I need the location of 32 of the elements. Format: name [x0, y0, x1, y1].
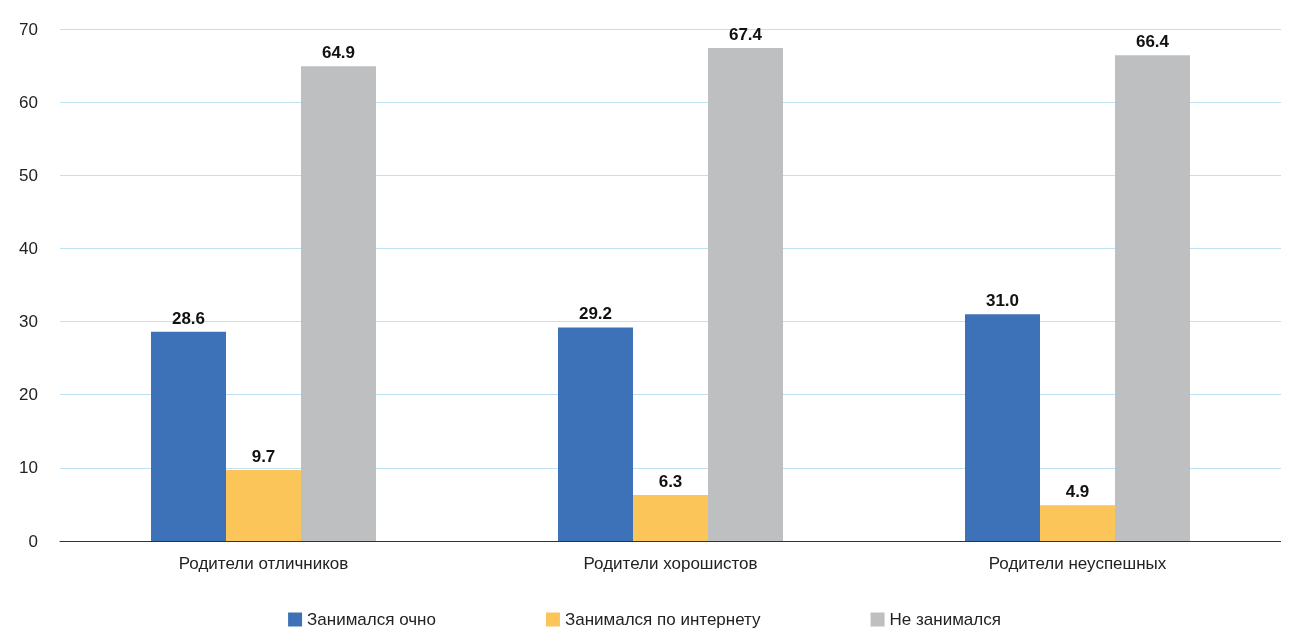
legend-label: Занимался по интернету — [564, 610, 762, 629]
x-tick-label: Родители отличников — [178, 554, 349, 573]
bar — [558, 327, 633, 541]
bar — [708, 48, 783, 541]
text: 9.7 — [251, 447, 276, 467]
text: 29.2 — [578, 304, 613, 324]
legend-label: Не занимался — [889, 610, 1001, 629]
y-tick-label: 70 — [19, 19, 38, 39]
y-tick-label: 20 — [19, 385, 38, 405]
bar — [301, 66, 376, 541]
bar — [965, 314, 1040, 541]
text: 31.0 — [985, 291, 1020, 311]
x-tick-label: Родители хорошистов — [583, 554, 758, 573]
bar — [1115, 55, 1190, 541]
text: 28.6 — [171, 308, 206, 328]
text: 4.9 — [1065, 482, 1090, 502]
bar — [1040, 505, 1115, 541]
y-tick-label: 30 — [19, 312, 38, 332]
y-tick-label: 10 — [19, 458, 38, 478]
y-tick-label: 60 — [19, 92, 38, 112]
x-tick-label: Родители неуспешных — [988, 554, 1167, 573]
text: 66.4 — [1135, 32, 1170, 52]
y-tick-label: 0 — [28, 531, 38, 551]
y-tick-label: 50 — [19, 165, 38, 185]
y-tick-label: 40 — [19, 238, 38, 258]
text: 67.4 — [728, 25, 763, 45]
text: 64.9 — [321, 43, 356, 63]
text: 6.3 — [658, 471, 683, 491]
bar — [633, 494, 708, 541]
legend-label: Занимался очно — [307, 610, 436, 629]
bar — [151, 331, 226, 541]
bar — [226, 470, 301, 541]
